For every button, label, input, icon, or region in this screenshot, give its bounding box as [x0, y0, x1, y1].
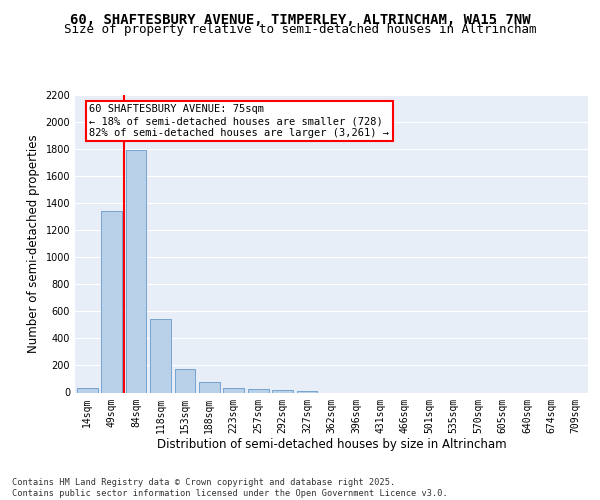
Text: Size of property relative to semi-detached houses in Altrincham: Size of property relative to semi-detach…: [64, 22, 536, 36]
Bar: [223, 388, 244, 392]
Bar: [175, 369, 196, 392]
X-axis label: Distribution of semi-detached houses by size in Altrincham: Distribution of semi-detached houses by …: [157, 438, 506, 451]
Text: Contains HM Land Registry data © Crown copyright and database right 2025.
Contai: Contains HM Land Registry data © Crown c…: [12, 478, 448, 498]
Y-axis label: Number of semi-detached properties: Number of semi-detached properties: [27, 134, 40, 353]
Bar: [272, 390, 293, 392]
Bar: [248, 388, 269, 392]
Bar: [150, 320, 171, 392]
Text: 60, SHAFTESBURY AVENUE, TIMPERLEY, ALTRINCHAM, WA15 7NW: 60, SHAFTESBURY AVENUE, TIMPERLEY, ALTRI…: [70, 12, 530, 26]
Bar: [125, 150, 146, 392]
Bar: [101, 212, 122, 392]
Bar: [199, 382, 220, 392]
Text: 60 SHAFTESBURY AVENUE: 75sqm
← 18% of semi-detached houses are smaller (728)
82%: 60 SHAFTESBURY AVENUE: 75sqm ← 18% of se…: [89, 104, 389, 138]
Bar: [296, 391, 317, 392]
Bar: [77, 388, 98, 392]
